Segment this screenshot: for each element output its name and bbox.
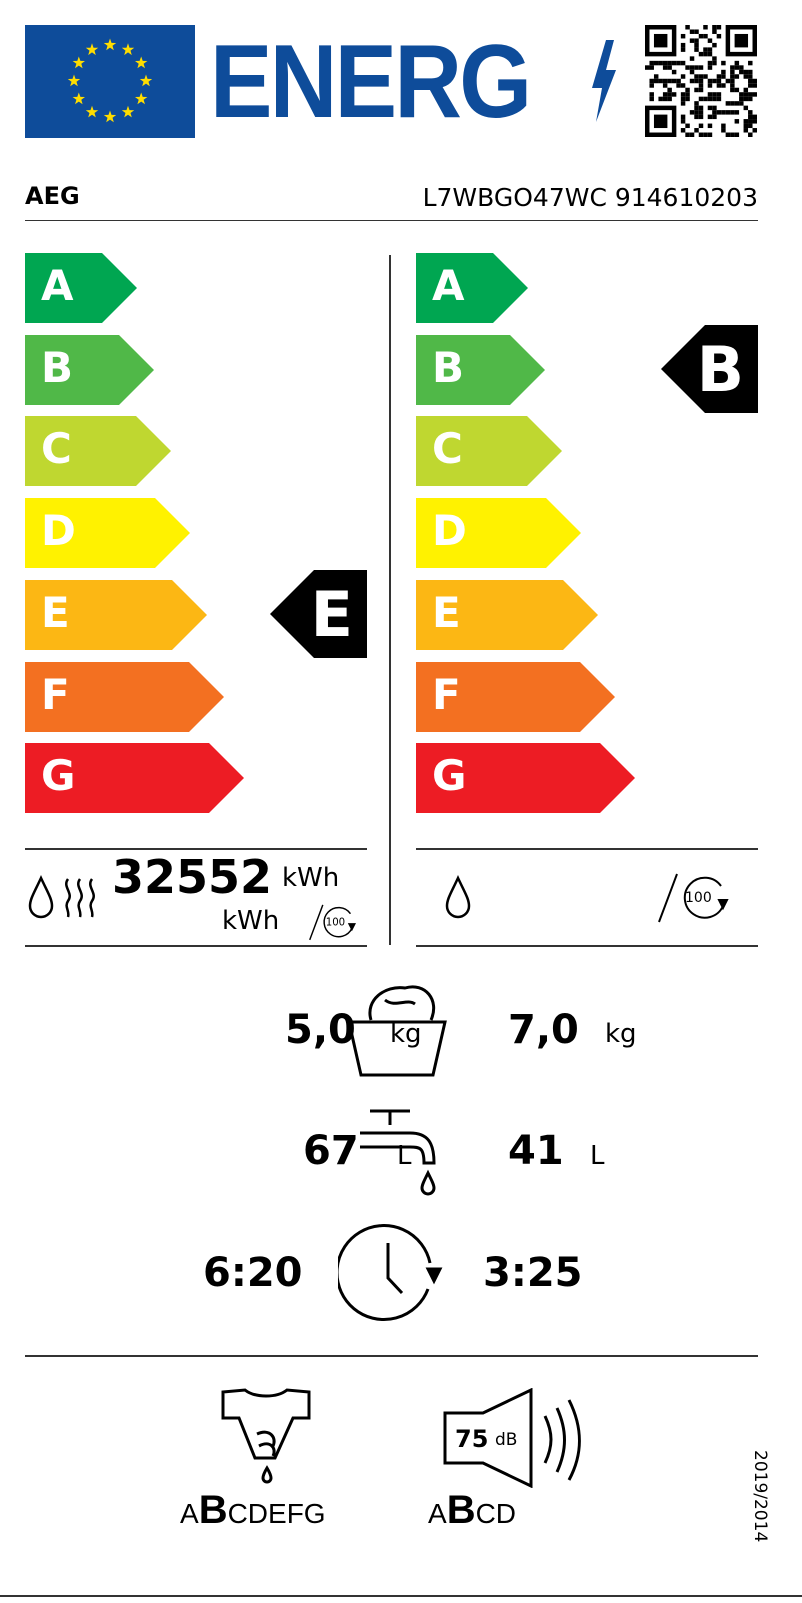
left-scale-bar-f: F [25,661,224,732]
right-class-indicator: B [661,325,758,413]
left-scale-bar-c: C [25,416,171,487]
energy-unit: kWh [282,863,340,893]
noise-unit: dB [495,1430,518,1450]
water-unit: L [397,1141,412,1171]
water-steam-icon [28,875,95,919]
capacity-unit: kg [605,1019,637,1049]
left-scale-bar-g: G [25,743,244,814]
left-class-indicator: E [270,570,367,658]
divider [0,1595,802,1597]
capacity-unit: kg [390,1019,422,1049]
water-right: 41 [508,1128,564,1174]
water-left: 67 [303,1128,359,1174]
noise-speaker-icon [443,1388,581,1488]
divider [25,945,367,947]
water-drop-icon [445,875,471,919]
water-tap-icon [360,1109,436,1196]
left-scale-bar-d: D [25,498,190,569]
divider [389,255,391,945]
left-scale-bar-e: E [25,579,207,650]
right-scale-bar-b: B [416,334,545,405]
spin-drying-shirt-icon [221,1388,311,1484]
svg-text:100: 100 [685,890,712,906]
noise-value: 75 [455,1425,489,1453]
water-unit: L [590,1141,605,1171]
duration-left: 6:20 [203,1250,303,1296]
divider [25,1355,758,1357]
brand-name: AEG [25,182,80,210]
model-number: L7WBGO47WC 914610203 [422,183,758,212]
divider [25,220,758,221]
right-scale-bar-d: D [416,498,581,569]
qr-code-icon [645,25,757,137]
spin-class: B [198,1488,228,1532]
clock-icon [338,1224,443,1322]
capacity-right: 7,0 [508,1007,579,1053]
cycles-100-icon: 100 [658,873,729,923]
svg-text:100: 100 [326,917,345,928]
capacity-left: 5,0 [285,1007,356,1053]
cycles-100-icon: 100 [309,904,356,941]
eu-flag [25,25,195,138]
laundry-basket-icon [347,985,447,1077]
divider [25,848,367,850]
energy-unit: kWh [222,906,280,936]
duration-right: 3:25 [483,1250,583,1296]
divider [416,945,758,947]
energy-logo-text: ENERG [210,24,532,140]
divider [416,848,758,850]
left-scale-bar-b: B [25,334,154,405]
regulation-number: 2019/2014 [750,1450,770,1543]
right-scale-bar-e: E [416,579,598,650]
lightning-icon [592,40,616,122]
noise-class: B [446,1488,476,1532]
spin-class-scale: ABCDEFG [180,1488,326,1532]
right-scale-bar-g: G [416,743,635,814]
energy-value: 32552 [112,850,273,904]
noise-class-scale: ABCD [428,1488,517,1532]
right-scale-bar-f: F [416,661,615,732]
left-scale-bar-a: A [25,253,137,323]
right-scale-bar-c: C [416,416,562,487]
right-scale-bar-a: A [416,253,528,323]
